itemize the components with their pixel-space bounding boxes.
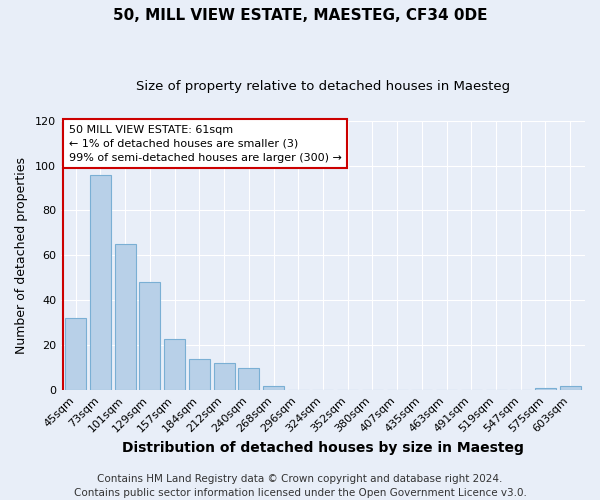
Bar [263, 386, 284, 390]
Bar [164, 338, 185, 390]
Bar [139, 282, 160, 391]
Text: 50 MILL VIEW ESTATE: 61sqm
← 1% of detached houses are smaller (3)
99% of semi-d: 50 MILL VIEW ESTATE: 61sqm ← 1% of detac… [69, 124, 341, 162]
Bar [238, 368, 259, 390]
Bar [214, 364, 235, 390]
Bar [560, 386, 581, 390]
Text: 50, MILL VIEW ESTATE, MAESTEG, CF34 0DE: 50, MILL VIEW ESTATE, MAESTEG, CF34 0DE [113, 8, 487, 22]
X-axis label: Distribution of detached houses by size in Maesteg: Distribution of detached houses by size … [122, 441, 524, 455]
Bar [65, 318, 86, 390]
Y-axis label: Number of detached properties: Number of detached properties [15, 157, 28, 354]
Bar [189, 359, 210, 390]
Bar [535, 388, 556, 390]
Bar [115, 244, 136, 390]
Bar [90, 174, 111, 390]
Title: Size of property relative to detached houses in Maesteg: Size of property relative to detached ho… [136, 80, 510, 93]
Text: Contains HM Land Registry data © Crown copyright and database right 2024.
Contai: Contains HM Land Registry data © Crown c… [74, 474, 526, 498]
